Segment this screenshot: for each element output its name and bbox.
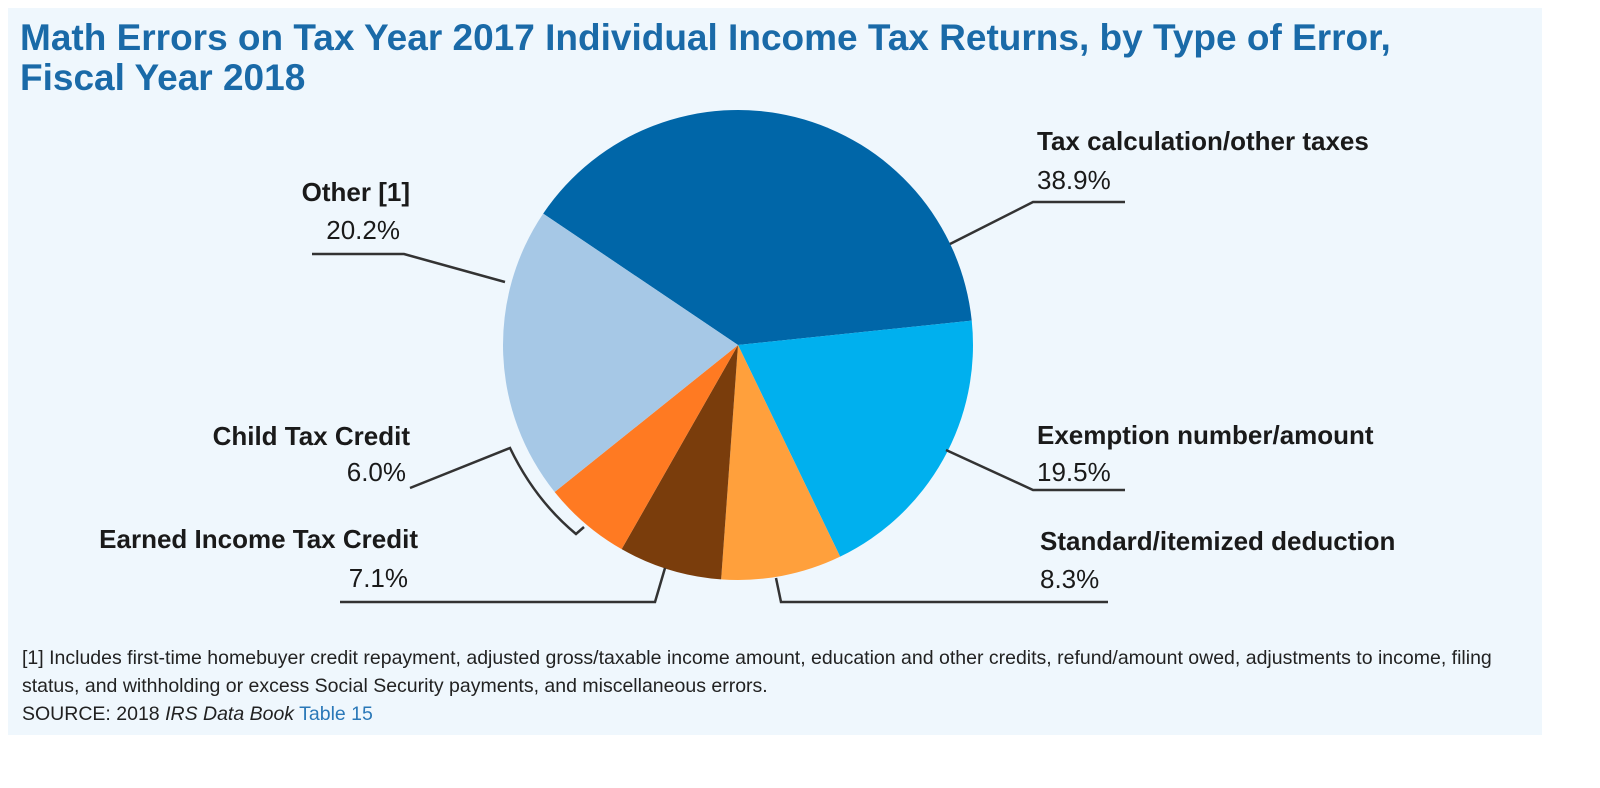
pie-slice-tax-calculation-other-taxes [543, 109, 972, 345]
value-child-tax-credit: 6.0% [347, 457, 406, 487]
value-exemption: 19.5% [1037, 457, 1111, 487]
chart-title: Math Errors on Tax Year 2017 Individual … [20, 17, 1391, 98]
pie-slice-exemption-number-amount [738, 320, 974, 557]
value-tax-calculation: 38.9% [1037, 165, 1111, 195]
source-publication: IRS Data Book [165, 703, 295, 725]
leader-line-child-tax-credit [409, 446, 585, 536]
value-other: 20.2% [326, 215, 400, 245]
value-eitc: 7.1% [349, 563, 408, 593]
label-exemption: Exemption number/amount [1037, 420, 1374, 450]
pie-slice-other-1 [502, 213, 738, 492]
source-line: SOURCE: 2018 IRS Data Book Table 15 [22, 700, 1522, 728]
pie-slice-standard-itemized-deduction [721, 345, 841, 580]
source-prefix: SOURCE: 2018 [22, 703, 166, 725]
pie-slice-earned-income-tax-credit [621, 345, 738, 580]
pie-slice-child-tax-credit [554, 345, 738, 550]
leader-line-standard [774, 577, 1108, 604]
value-standard: 8.3% [1040, 564, 1099, 594]
leader-line-other [312, 252, 506, 284]
source-table-link[interactable]: Table 15 [299, 703, 373, 725]
footnote: [1] Includes first-time homebuyer credit… [22, 647, 1492, 697]
label-child-tax-credit: Child Tax Credit [213, 421, 411, 451]
leader-line-eitc [340, 567, 667, 604]
label-eitc: Earned Income Tax Credit [99, 524, 418, 554]
chart-footer: [1] Includes first-time homebuyer credit… [22, 644, 1522, 728]
leader-line-tax-calculation [949, 200, 1125, 246]
leader-line-exemption [945, 448, 1125, 492]
label-standard: Standard/itemized deduction [1040, 526, 1395, 556]
label-other: Other [1] [302, 177, 410, 207]
label-tax-calculation: Tax calculation/other taxes [1037, 126, 1369, 156]
